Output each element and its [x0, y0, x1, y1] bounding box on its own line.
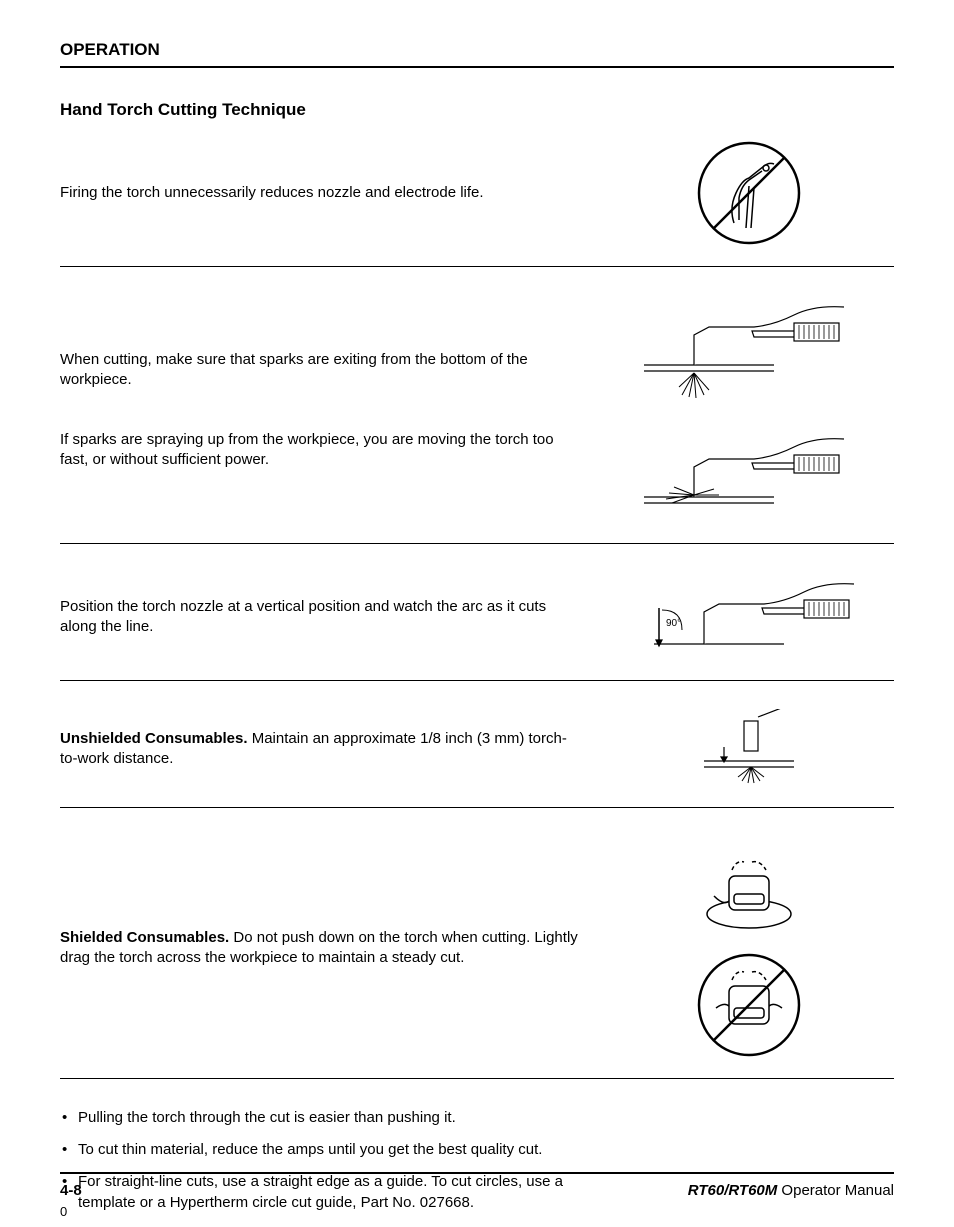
manual-suffix: Operator Manual	[777, 1182, 894, 1199]
instruction-block-5: Shielded Consumables. Do not push down o…	[60, 836, 894, 1079]
section-header: OPERATION	[60, 40, 894, 68]
instruction-block-4: Unshielded Consumables. Maintain an appr…	[60, 709, 894, 808]
page-revision: 0	[60, 1204, 67, 1219]
page-number: 4-8	[60, 1182, 82, 1199]
instruction-text-3: Position the torch nozzle at a vertical …	[60, 597, 580, 638]
illustration-torch-prohibited	[604, 138, 894, 248]
instruction-block-1: Firing the torch unnecessarily reduces n…	[60, 138, 894, 267]
unshielded-label: Unshielded Consumables.	[60, 730, 248, 747]
angle-label: 90°	[666, 618, 681, 629]
illustration-sparks	[604, 295, 894, 525]
instruction-text-4: Unshielded Consumables. Maintain an appr…	[60, 729, 580, 770]
shielded-label: Shielded Consumables.	[60, 929, 229, 946]
instruction-text-2a: When cutting, make sure that sparks are …	[60, 350, 580, 391]
page-subtitle: Hand Torch Cutting Technique	[60, 100, 894, 120]
instruction-block-3: Position the torch nozzle at a vertical …	[60, 572, 894, 681]
manual-title: RT60/RT60M Operator Manual	[688, 1182, 894, 1199]
page-footer: 4-8 RT60/RT60M Operator Manual	[60, 1172, 894, 1199]
instruction-text-5: Shielded Consumables. Do not push down o…	[60, 928, 580, 969]
illustration-drag	[604, 836, 894, 1060]
instruction-text-2b: If sparks are spraying up from the workp…	[60, 430, 580, 471]
instruction-block-2: When cutting, make sure that sparks are …	[60, 295, 894, 544]
manual-model: RT60/RT60M	[688, 1182, 777, 1199]
illustration-standoff	[604, 709, 894, 789]
illustration-90-degree: 90°	[604, 572, 894, 662]
tip-item-2: To cut thin material, reduce the amps un…	[60, 1139, 620, 1161]
tip-item-1: Pulling the torch through the cut is eas…	[60, 1107, 620, 1129]
instruction-text-1: Firing the torch unnecessarily reduces n…	[60, 183, 484, 203]
